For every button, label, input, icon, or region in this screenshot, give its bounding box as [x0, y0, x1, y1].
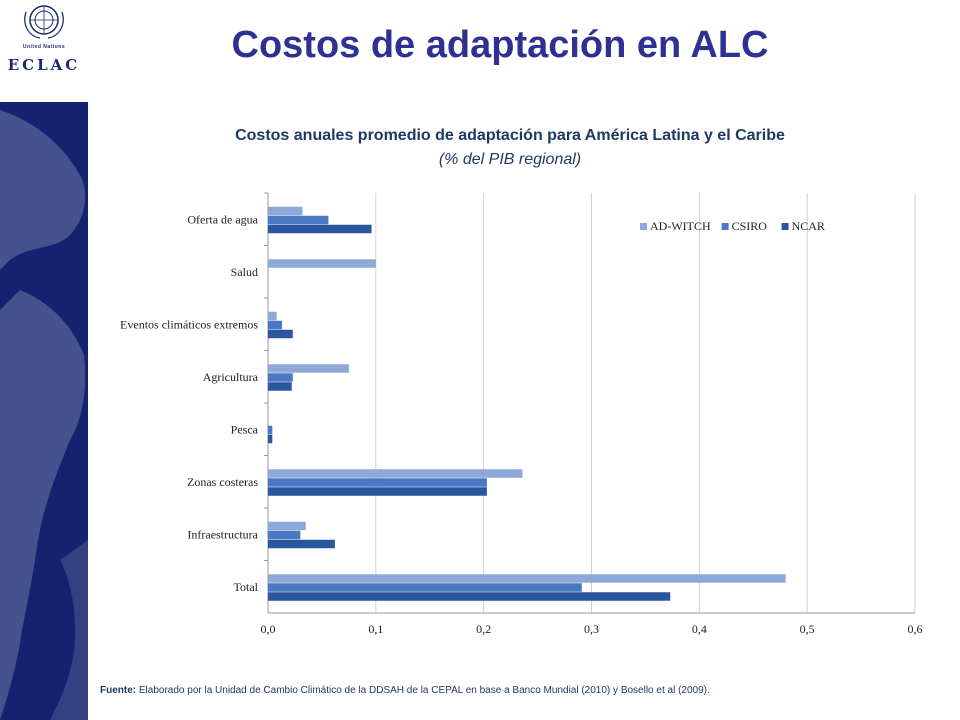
bar-ad-witch: [268, 521, 306, 531]
bar-csiro: [268, 478, 487, 487]
x-tick-label: 0,3: [584, 622, 599, 636]
legend-label: AD-WITCH: [650, 219, 711, 233]
un-emblem-icon: [24, 5, 64, 39]
legend-swatch: [640, 223, 647, 230]
bar-csiro: [268, 215, 329, 225]
un-name-text: United Nations: [22, 44, 66, 50]
bar-ad-witch: [268, 574, 786, 583]
bar-ncar: [268, 487, 487, 496]
chart-title: Costos anuales promedio de adaptación pa…: [235, 127, 785, 144]
eclac-logo: United Nations ECLAC: [0, 0, 88, 104]
bar-ad-witch: [268, 364, 349, 373]
bar-ad-witch: [268, 469, 523, 478]
legend-swatch: [721, 223, 729, 230]
category-label: Salud: [231, 265, 258, 279]
x-tick-label: 0,6: [908, 622, 923, 636]
sidebar: United Nations ECLAC: [0, 0, 88, 720]
legend-swatch: [781, 223, 789, 230]
category-label: Agricultura: [203, 370, 259, 384]
bar-csiro: [268, 530, 301, 540]
bar-csiro: [268, 425, 273, 435]
source-note: Fuente: Elaborado por la Unidad de Cambi…: [100, 685, 940, 696]
bar-ad-witch: [268, 206, 303, 216]
x-tick-label: 0,1: [368, 622, 383, 636]
legend-label: CSIRO: [732, 219, 768, 233]
bar-ncar: [268, 434, 273, 444]
source-text: Elaborado por la Unidad de Cambio Climát…: [138, 685, 710, 696]
bar-ad-witch: [268, 259, 376, 268]
legend-label: NCAR: [792, 219, 825, 233]
bar-ncar: [268, 382, 292, 391]
bar-csiro: [268, 320, 283, 330]
x-tick-label: 0,0: [261, 622, 276, 636]
bar-ncar: [268, 224, 372, 234]
bar-ncar: [268, 329, 293, 339]
slide-title: Costos de adaptación en ALC: [231, 24, 769, 66]
x-tick-label: 0,4: [692, 622, 707, 636]
x-tick-label: 0,5: [800, 622, 815, 636]
category-label: Eventos climáticos extremos: [120, 317, 258, 331]
bar-csiro: [268, 373, 293, 382]
x-tick-label: 0,2: [476, 622, 491, 636]
source-label: Fuente:: [100, 685, 137, 696]
category-label: Total: [234, 580, 259, 594]
bar-csiro: [268, 583, 582, 592]
bar-ad-witch: [268, 311, 277, 321]
world-map-background: [0, 110, 88, 720]
category-label: Pesca: [231, 422, 259, 436]
chart-subtitle: (% del PIB regional): [438, 151, 582, 168]
eclac-acronym: ECLAC: [7, 56, 81, 74]
category-label: Oferta de agua: [187, 212, 258, 226]
category-label: Zonas costeras: [187, 475, 258, 489]
category-label: Infraestructura: [187, 527, 258, 541]
bar-ncar: [268, 539, 335, 549]
bar-ncar: [268, 592, 671, 601]
